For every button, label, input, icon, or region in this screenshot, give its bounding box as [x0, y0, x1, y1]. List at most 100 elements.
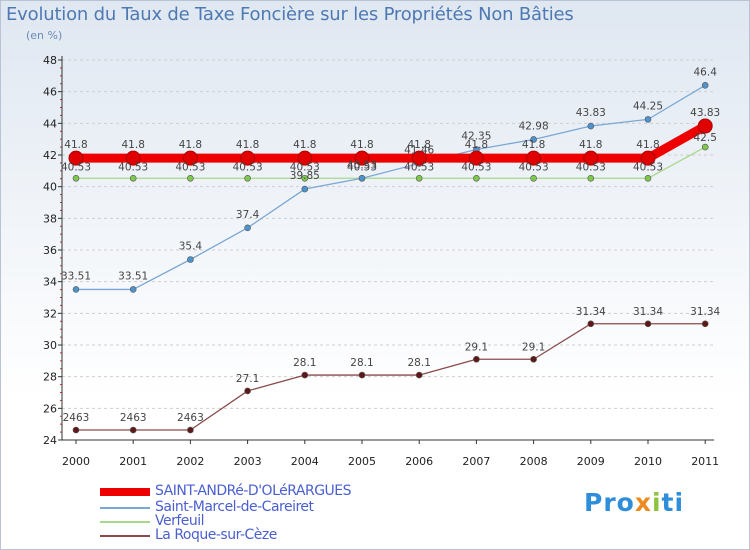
point-2-4: [301, 174, 309, 182]
point-0-3: [240, 150, 256, 166]
y-tick-label: 28: [43, 371, 57, 384]
grid: [62, 59, 714, 409]
y-tick-label: 36: [43, 244, 57, 257]
point-3-3: [244, 387, 251, 395]
data-label-0-4: 41.8: [293, 139, 316, 151]
point-3-11: [701, 320, 709, 328]
data-label-2-2: 40.53: [175, 161, 205, 173]
data-label-0-8: 41.8: [522, 139, 545, 151]
data-label-1-2: 35.4: [179, 241, 203, 253]
data-label-0-2: 41.8: [179, 139, 202, 151]
x-tick-label: 2001: [119, 455, 147, 468]
x-tick-label: 2002: [176, 455, 204, 468]
legend-label-saint-andre: SAINT-ANDRé-D'OLéRARGUES: [155, 483, 352, 499]
point-1-5: [358, 174, 366, 182]
series-layer: [68, 82, 713, 434]
legend-label-la-roque: La Roque-sur-Cèze: [155, 527, 277, 543]
x-tick-label: 2011: [691, 455, 719, 468]
data-label-3-10: 31.34: [633, 306, 663, 318]
data-label-3-1: 2463: [120, 412, 147, 424]
point-0-11: [697, 118, 713, 134]
data-label-1-7: 42.35: [461, 130, 491, 142]
point-2-3: [244, 174, 251, 182]
y-tick-label: 26: [43, 402, 57, 415]
data-label-2-4: 40.53: [290, 161, 320, 173]
x-tick-label: 2007: [462, 455, 490, 468]
point-1-1: [129, 286, 137, 293]
point-0-0: [68, 150, 84, 166]
point-2-7: [473, 174, 480, 182]
point-2-8: [530, 174, 537, 182]
point-2-0: [72, 174, 80, 182]
point-0-10: [640, 150, 656, 166]
point-1-0: [72, 286, 80, 293]
data-label-3-3: 27.1: [236, 373, 259, 385]
point-0-4: [297, 150, 313, 166]
data-label-1-9: 43.83: [576, 107, 606, 119]
point-3-9: [587, 320, 595, 328]
data-label-3-4: 28.1: [293, 357, 316, 369]
data-label-0-3: 41.8: [236, 139, 259, 151]
series-line-0: [71, 121, 710, 163]
data-label-3-5: 28.1: [350, 357, 373, 369]
data-label-3-2: 2463: [177, 412, 204, 424]
data-labels: 41.8 41.8 41.8 41.8 41.8 41.8 41.8 41.8 41.8 41.8…: [61, 66, 721, 424]
y-tick-label: 40: [43, 181, 57, 194]
legend-swatch-saint-andre: [100, 488, 150, 496]
point-0-1: [125, 150, 141, 166]
data-label-2-5: 40.53: [347, 161, 377, 173]
series-line-2: [75, 146, 706, 179]
point-2-2: [187, 174, 194, 182]
chart-title: Evolution du Taux de Taxe Foncière sur l…: [6, 4, 574, 25]
x-tick-label: 2004: [291, 455, 319, 468]
point-1-8: [530, 136, 537, 143]
y-tick-label: 30: [43, 339, 57, 352]
data-label-2-1: 40.53: [118, 161, 148, 173]
point-0-8: [526, 150, 542, 166]
axes: 24 26 28 30 32 34 36 38 40 42 44 46 48 2000 2001 2002 20…: [43, 54, 719, 468]
data-label-3-9: 31.34: [576, 306, 606, 318]
legend-swatch-verfeuil: [100, 521, 150, 523]
data-label-2-8: 40.53: [519, 161, 549, 173]
series-line-1: [75, 84, 706, 291]
data-label-1-0: 33.51: [61, 270, 91, 282]
y-tick-label: 42: [43, 149, 57, 162]
point-2-6: [415, 174, 423, 182]
point-0-6: [411, 150, 427, 166]
point-0-2: [182, 150, 198, 166]
data-label-0-5: 41.8: [350, 139, 373, 151]
data-label-1-10: 44.25: [633, 100, 663, 112]
data-label-1-11: 46.4: [694, 66, 718, 78]
data-label-1-1: 33.51: [118, 270, 148, 282]
data-label-1-8: 42.98: [519, 120, 549, 132]
point-3-8: [530, 355, 537, 363]
series-line-3: [75, 323, 706, 431]
data-label-2-9: 40.53: [576, 161, 606, 173]
point-3-6: [415, 371, 423, 379]
data-label-1-3: 37.4: [236, 209, 260, 221]
point-2-10: [644, 174, 652, 182]
x-tick-label: 2006: [405, 455, 433, 468]
data-label-3-8: 29.1: [522, 341, 545, 353]
point-3-0: [72, 426, 80, 434]
point-0-7: [468, 150, 484, 166]
data-label-2-10: 40.53: [633, 161, 663, 173]
data-label-1-6: 41.46: [404, 145, 434, 157]
x-tick-label: 2010: [634, 455, 662, 468]
data-label-2-0: 40.53: [61, 161, 91, 173]
y-tick-label: 44: [43, 117, 57, 130]
data-label-3-6: 28.1: [408, 357, 431, 369]
data-label-3-0: 2463: [63, 412, 90, 424]
point-3-1: [129, 426, 137, 434]
point-3-10: [644, 320, 652, 328]
x-tick-label: 2009: [577, 455, 605, 468]
point-3-5: [358, 371, 366, 379]
x-tick-label: 2000: [62, 455, 90, 468]
data-label-1-4: 39.85: [290, 170, 320, 182]
legend-label-saint-marcel: Saint-Marcel-de-Careiret: [155, 499, 314, 515]
data-label-0-1: 41.8: [122, 139, 145, 151]
data-label-0-7: 41.8: [465, 139, 488, 151]
point-0-5: [354, 150, 370, 166]
point-1-9: [587, 122, 595, 130]
